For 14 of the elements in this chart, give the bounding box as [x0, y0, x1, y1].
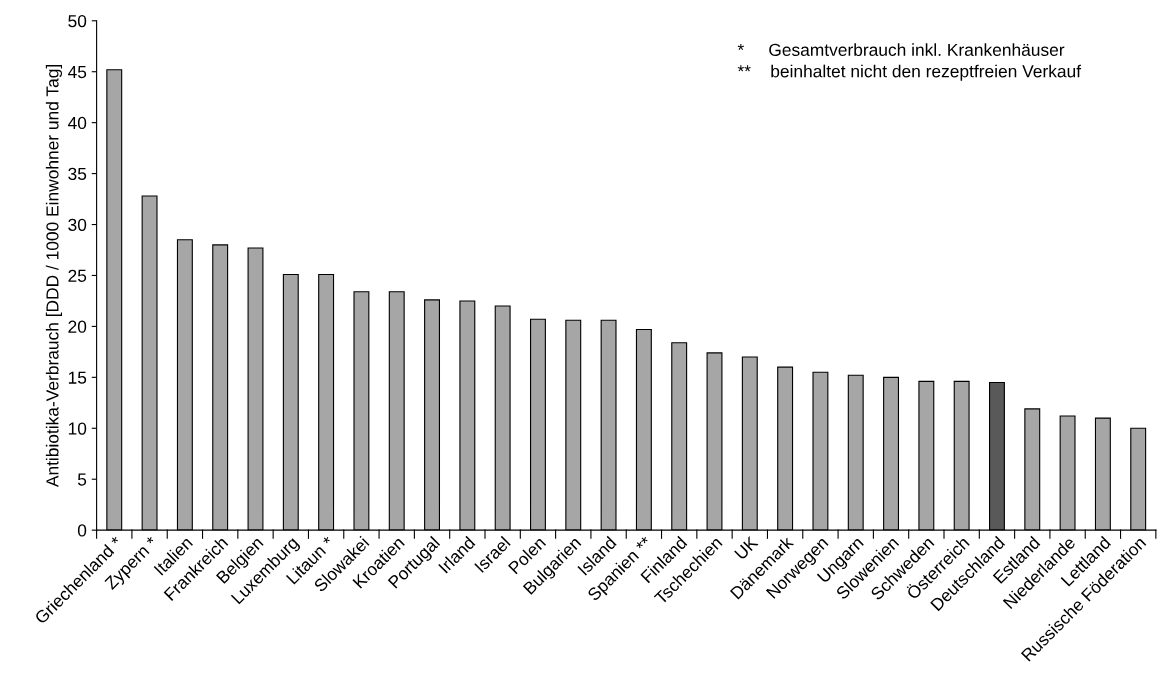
y-tick-label: 45: [67, 66, 87, 79]
y-tick-label: 50: [68, 14, 87, 28]
y-tick-label: 30: [68, 218, 87, 231]
y-tick-label: 35: [68, 167, 87, 181]
y-tick-label: 0: [77, 524, 87, 537]
y-tick-label: 25: [68, 269, 87, 282]
y-tick-label: 20: [68, 320, 87, 333]
y-axis-title: Antibiotika-Verbrauch [DDD / 1000 Einwohner und Tag]: [45, 65, 63, 488]
y-tick-label: 5: [77, 473, 87, 486]
annotation: ** beinhaltet nicht den rezeptfreien Verkauf: [737, 64, 1082, 81]
y-tick-label: 40: [67, 116, 87, 130]
y-tick-label: 15: [68, 371, 87, 384]
annotation: * Gesamtverbrauch inkl. Krankenhäuser: [737, 43, 1065, 57]
y-tick-label: 10: [68, 422, 87, 435]
